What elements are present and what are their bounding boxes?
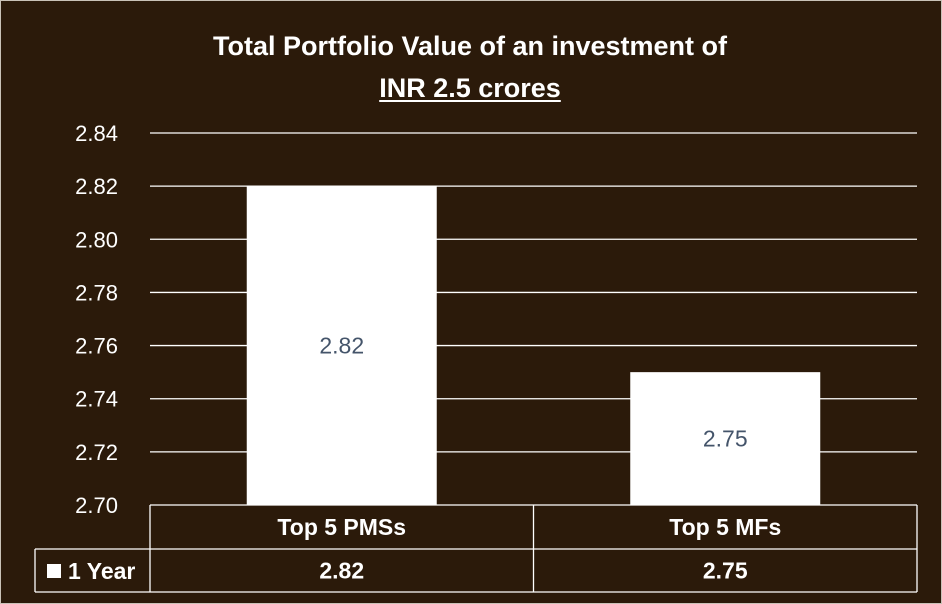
- bars: 2.82 2.75: [246, 186, 821, 505]
- bar-data-label: 2.75: [703, 426, 748, 452]
- y-tick-label: 2.84: [75, 121, 118, 146]
- chart-title-underlined: INR 2.5 crores: [379, 73, 561, 103]
- data-table: Top 5 PMSs 2.82 Top 5 MFs 2.75 1 Year: [34, 504, 918, 593]
- category-label: Top 5 PMSs: [277, 514, 406, 540]
- legend-series-name: 1 Year: [68, 558, 135, 584]
- y-axis: 2.70 2.72 2.74 2.76 2.78 2.80 2.82 2.84: [75, 121, 118, 518]
- legend-swatch: [47, 564, 61, 578]
- y-tick-label: 2.72: [75, 440, 118, 465]
- y-tick-label: 2.78: [75, 280, 118, 305]
- y-tick-label: 2.76: [75, 334, 118, 359]
- y-tick-label: 2.80: [75, 227, 118, 252]
- y-tick-label: 2.70: [75, 493, 118, 518]
- chart-title-line2: INR 2.5 crores: [0, 70, 940, 107]
- y-tick-label: 2.82: [75, 174, 118, 199]
- table-value: 2.75: [703, 558, 748, 584]
- bar: [246, 186, 437, 505]
- y-tick-label: 2.74: [75, 387, 118, 412]
- table-value: 2.82: [319, 558, 364, 584]
- category-label: Top 5 MFs: [669, 514, 781, 540]
- chart-title-line1: Total Portfolio Value of an investment o…: [212, 31, 728, 61]
- bar-data-label: 2.82: [319, 333, 364, 359]
- bar: [630, 372, 821, 505]
